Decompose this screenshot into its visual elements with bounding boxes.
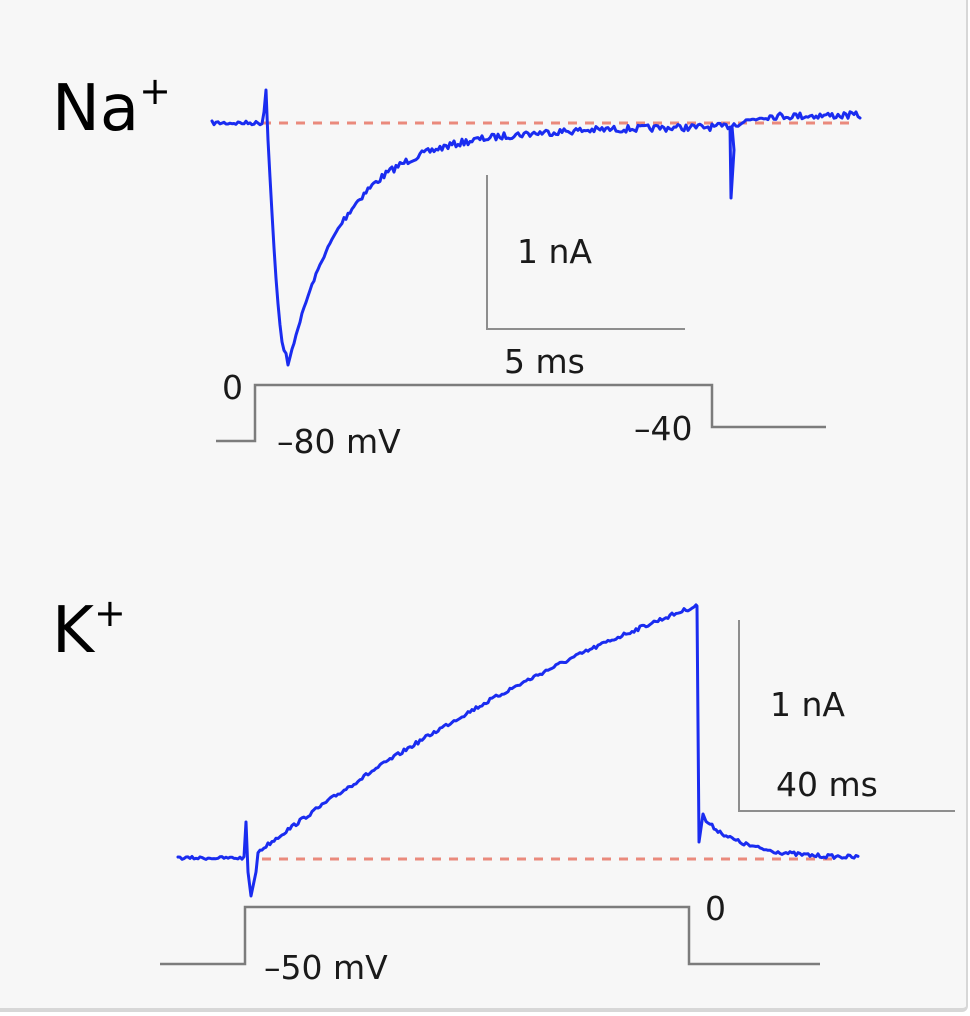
na-voltage-command: [216, 383, 826, 443]
na-cmd-end-level-label: –40: [634, 409, 693, 448]
na-cmd-step-level-label: 0: [222, 368, 243, 407]
k-scale-current-label: 1 nA: [770, 685, 845, 724]
na-panel: Na+ 1 nA 5 ms 0 –80 mV –40: [52, 69, 862, 461]
k-ion-label: K+: [52, 591, 126, 668]
k-current-trace: [176, 603, 860, 898]
na-ion-label: Na+: [52, 69, 171, 146]
na-cmd-holding-label: –80 mV: [277, 422, 401, 461]
k-scale-time-label: 40 ms: [776, 765, 878, 804]
na-scale-bar: [486, 175, 685, 330]
na-scale-time-label: 5 ms: [504, 342, 585, 381]
k-cmd-step-level-label: 0: [705, 889, 726, 928]
na-current-trace: [210, 88, 862, 367]
k-panel: K+ 1 nA 40 ms 0 –50 mV: [52, 591, 955, 987]
k-scale-bar: [738, 620, 955, 812]
na-scale-current-label: 1 nA: [517, 232, 592, 271]
k-cmd-holding-label: –50 mV: [264, 948, 388, 987]
k-voltage-command: [160, 905, 820, 966]
